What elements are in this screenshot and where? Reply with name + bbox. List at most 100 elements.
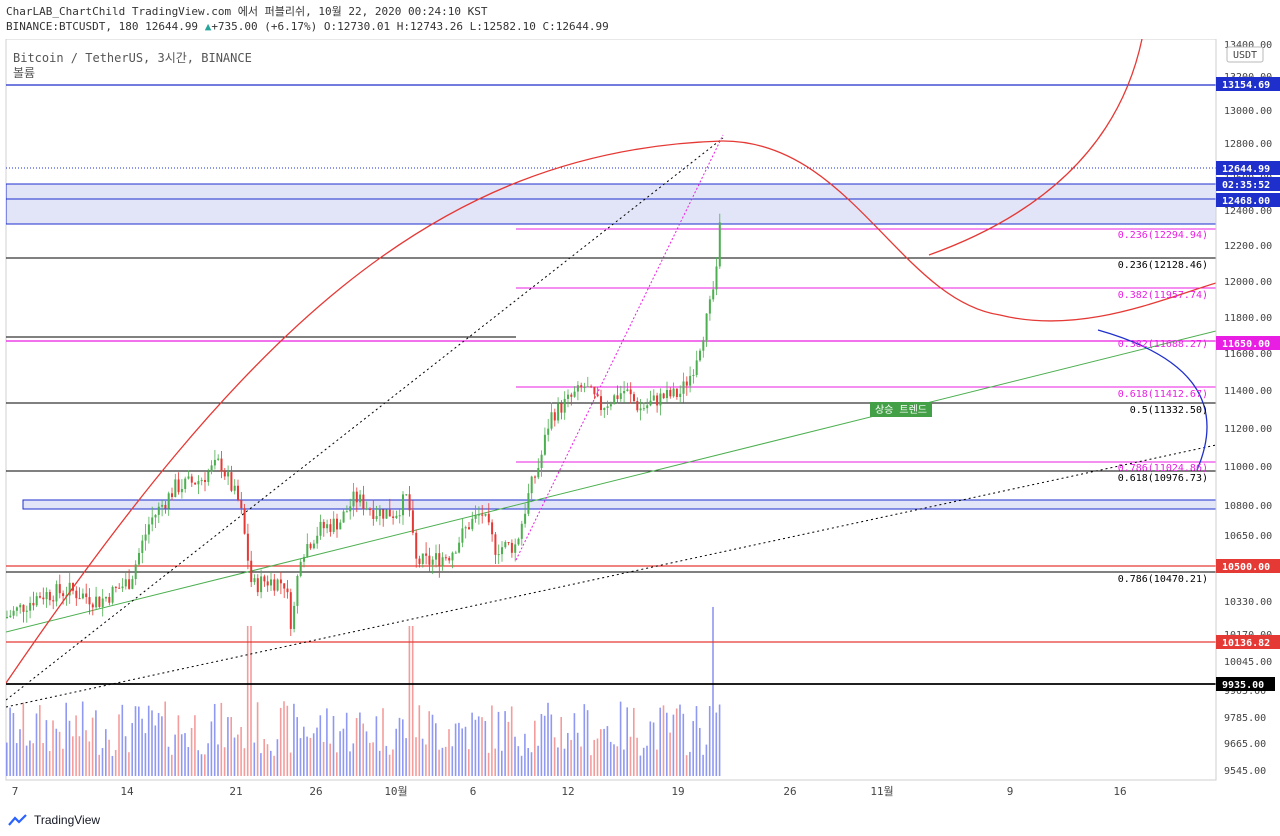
volume-bar <box>144 733 147 776</box>
volume-bar <box>42 743 44 776</box>
volume-bar <box>468 749 470 776</box>
volume-bar <box>35 713 38 776</box>
volume-bar <box>12 713 15 776</box>
volume-bar <box>342 728 345 776</box>
fib-label-black: 0.236(12128.46) <box>1118 260 1208 271</box>
volume-bar <box>48 751 51 776</box>
volume-bar <box>332 715 335 776</box>
volume-bar <box>217 744 219 776</box>
candle-body <box>425 553 428 556</box>
volume-bar <box>689 751 691 776</box>
volume-bar <box>388 754 391 776</box>
volume-bar <box>141 718 143 776</box>
candle-body <box>372 510 375 519</box>
volume-bar <box>329 743 331 776</box>
time-axis[interactable]: 7 14 21 26 10월 6 12 19 26 11월 9 16 <box>12 785 1127 798</box>
support-zone <box>22 499 1216 510</box>
chart-area[interactable]: Bitcoin / TetherUS, 3시간, BINANCE 볼륨 <box>0 38 1280 819</box>
price-chart[interactable]: Bitcoin / TetherUS, 3시간, BINANCE 볼륨 <box>0 38 1280 819</box>
volume-bar <box>233 737 236 776</box>
candle-body <box>547 428 550 435</box>
volume-bar <box>636 737 638 776</box>
volume-bar <box>174 734 176 776</box>
price-tick-label: 12800.00 <box>1224 139 1272 150</box>
candle-body <box>616 395 619 400</box>
candle-body <box>629 389 632 395</box>
candle-body <box>253 578 256 583</box>
volume-bar <box>98 754 100 776</box>
candle-body <box>68 582 71 596</box>
candle-body <box>398 515 401 517</box>
time-tick-label: 21 <box>229 785 242 798</box>
candle-body <box>600 396 602 411</box>
volume-bar <box>537 745 539 776</box>
price-label: 13154.69 <box>1222 80 1270 91</box>
candle-body <box>464 527 467 529</box>
candle-body <box>230 472 233 491</box>
volume-bar <box>609 741 612 776</box>
volume-bar <box>81 701 84 776</box>
volume-bar <box>487 752 490 776</box>
candle-body <box>481 514 484 516</box>
price-tick-label: 13400.00 <box>1224 40 1272 51</box>
candle-body <box>679 393 682 397</box>
candle-body <box>339 522 342 530</box>
volume-bar <box>616 746 619 776</box>
candle-body <box>517 538 520 545</box>
volume-bar <box>270 750 272 776</box>
time-tick-label: 6 <box>470 785 477 798</box>
volume-bar <box>563 748 566 776</box>
candle-body <box>9 615 12 618</box>
volume-bar <box>543 715 546 776</box>
volume-bar <box>702 754 704 776</box>
price-axis[interactable]: 13400.0013200.0013000.0012800.0012600.00… <box>1215 39 1280 780</box>
blue-arc <box>1097 329 1208 471</box>
candle-body <box>365 508 368 510</box>
candle-body <box>501 547 503 555</box>
candle-body <box>682 381 685 394</box>
currency-badge[interactable] <box>1226 46 1264 63</box>
volume-bar <box>369 742 371 776</box>
projection-curve-2 <box>928 39 1143 256</box>
candle-body <box>326 524 329 529</box>
volume-bar <box>276 739 279 776</box>
volume-bar <box>712 606 714 776</box>
candle-body <box>134 564 137 580</box>
candle-body <box>553 412 556 421</box>
candle-body <box>359 494 362 503</box>
volume-bar <box>124 736 127 776</box>
candle-body <box>646 405 649 409</box>
candle-body <box>715 266 718 290</box>
candle-body <box>19 604 22 608</box>
volume-bar <box>339 731 341 776</box>
candle-body <box>626 389 629 391</box>
candle-body <box>415 532 418 559</box>
volume-bar <box>111 755 114 776</box>
chart-header: CharLAB_ChartChild TradingView.com 에서 퍼블… <box>6 4 609 34</box>
candle-body <box>15 607 18 611</box>
candle-body <box>263 576 266 582</box>
price-tick-label: 10650.00 <box>1224 531 1272 542</box>
volume-bar <box>101 747 104 776</box>
volume-bar <box>207 743 209 776</box>
price-label-box <box>1216 193 1280 207</box>
candle-body <box>48 592 51 601</box>
volume-bar <box>161 716 163 776</box>
volume-bar <box>454 723 457 776</box>
candle-body <box>675 388 678 397</box>
candle-body <box>223 471 226 477</box>
volume-bar <box>240 727 242 776</box>
volume-bar <box>213 703 216 776</box>
candle-body <box>484 513 487 516</box>
candle-body <box>388 509 391 517</box>
price-label: 11650.00 <box>1222 339 1270 350</box>
candle-body <box>718 222 721 267</box>
volume-bar <box>431 714 434 776</box>
candle-body <box>131 579 134 589</box>
price-tick-label: 10800.00 <box>1224 501 1272 512</box>
price-tick-label: 11800.00 <box>1224 313 1272 324</box>
volume-bar <box>652 722 655 776</box>
candle-body <box>477 514 480 516</box>
candle-body <box>105 596 107 599</box>
candle-body <box>194 482 197 485</box>
